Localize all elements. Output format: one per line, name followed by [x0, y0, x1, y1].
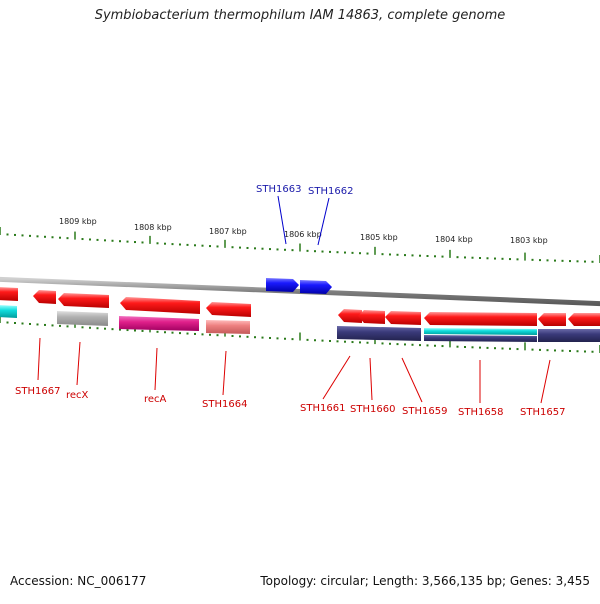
gene-arrow-reca[interactable] [120, 297, 200, 314]
leader-line-sth1664 [222, 350, 227, 396]
gene-arrow-left-edge[interactable] [0, 287, 18, 301]
cog-bar-pink [206, 320, 250, 334]
lower-tick-ring [0, 315, 600, 353]
gene-label-sth1667[interactable]: STH1667 [15, 386, 60, 397]
kbp-label: 1804 kbp [435, 235, 473, 244]
genome-summary-label: Topology: circular; Length: 3,566,135 bp… [260, 574, 590, 588]
forward-gene-labels: STH1663 STH1662 [256, 184, 353, 197]
cog-bar-grey [57, 311, 108, 326]
gene-label-reca[interactable]: recA [144, 394, 167, 405]
gene-label-recx[interactable]: recX [66, 390, 89, 401]
cog-category-bars [0, 305, 600, 342]
leader-line-sth1667 [37, 337, 41, 381]
leader-line-sth1662 [317, 197, 330, 246]
kbp-label-group: 1809 kbp 1808 kbp 1807 kbp 1806 kbp 1805… [59, 217, 548, 245]
gene-arrow-right-edge[interactable] [568, 313, 600, 326]
cog-bar-navy-left [337, 326, 421, 341]
gene-arrow-sth1663[interactable] [266, 278, 299, 292]
gene-label-sth1658[interactable]: STH1658 [458, 407, 503, 418]
cog-bar-navy-right [538, 329, 600, 342]
kbp-label: 1803 kbp [510, 236, 548, 245]
cog-bar-navy-mid [424, 335, 537, 342]
gene-label-sth1657[interactable]: STH1657 [520, 407, 565, 418]
leader-line-sth1659 [401, 357, 423, 403]
upper-tick-ring [0, 227, 600, 263]
gene-arrow-sth1664[interactable] [206, 302, 251, 317]
gene-arrow-sth1658[interactable] [424, 312, 537, 326]
gene-arrow-sth1667[interactable] [33, 290, 56, 304]
cog-bar-cyan-left [0, 305, 17, 318]
cog-bar-cyan-right [424, 328, 537, 335]
forward-strand-genes [266, 278, 332, 294]
map-title: Symbiobacterium thermophilum IAM 14863, … [94, 8, 506, 23]
gene-arrow-sth1661[interactable] [338, 309, 362, 323]
gene-label-sth1660[interactable]: STH1660 [350, 404, 395, 415]
leader-line-sth1661 [322, 355, 351, 400]
reverse-strand-genes [0, 287, 600, 326]
reverse-gene-labels: STH1667 recX recA STH1664 STH1661 STH166… [15, 386, 565, 418]
gene-label-sth1659[interactable]: STH1659 [402, 406, 447, 417]
kbp-label: 1805 kbp [360, 233, 398, 242]
kbp-label: 1809 kbp [59, 217, 97, 226]
leader-line-sth1657 [540, 359, 551, 404]
gene-label-sth1663[interactable]: STH1663 [256, 184, 301, 195]
accession-label: Accession: NC_006177 [10, 574, 147, 588]
gene-label-sth1661[interactable]: STH1661 [300, 403, 345, 414]
leader-line-recx [76, 341, 81, 386]
gene-arrow-sth1660[interactable] [358, 310, 385, 324]
gene-arrow-recx[interactable] [58, 293, 109, 308]
gene-arrow-sth1659[interactable] [385, 311, 421, 325]
leader-line-sth1660 [369, 357, 373, 401]
kbp-label: 1807 kbp [209, 227, 247, 236]
leader-line-reca [154, 347, 158, 391]
gene-label-sth1664[interactable]: STH1664 [202, 399, 247, 410]
kbp-label: 1806 kbp [284, 230, 322, 239]
kbp-label: 1808 kbp [134, 223, 172, 232]
gene-arrow-sth1662[interactable] [300, 280, 332, 294]
label-leader-lines [37, 195, 551, 404]
gene-label-sth1662[interactable]: STH1662 [308, 186, 353, 197]
cog-bar-magenta [119, 316, 199, 331]
gene-arrow-sth1657[interactable] [538, 313, 566, 326]
leader-line-sth1663 [277, 195, 287, 245]
